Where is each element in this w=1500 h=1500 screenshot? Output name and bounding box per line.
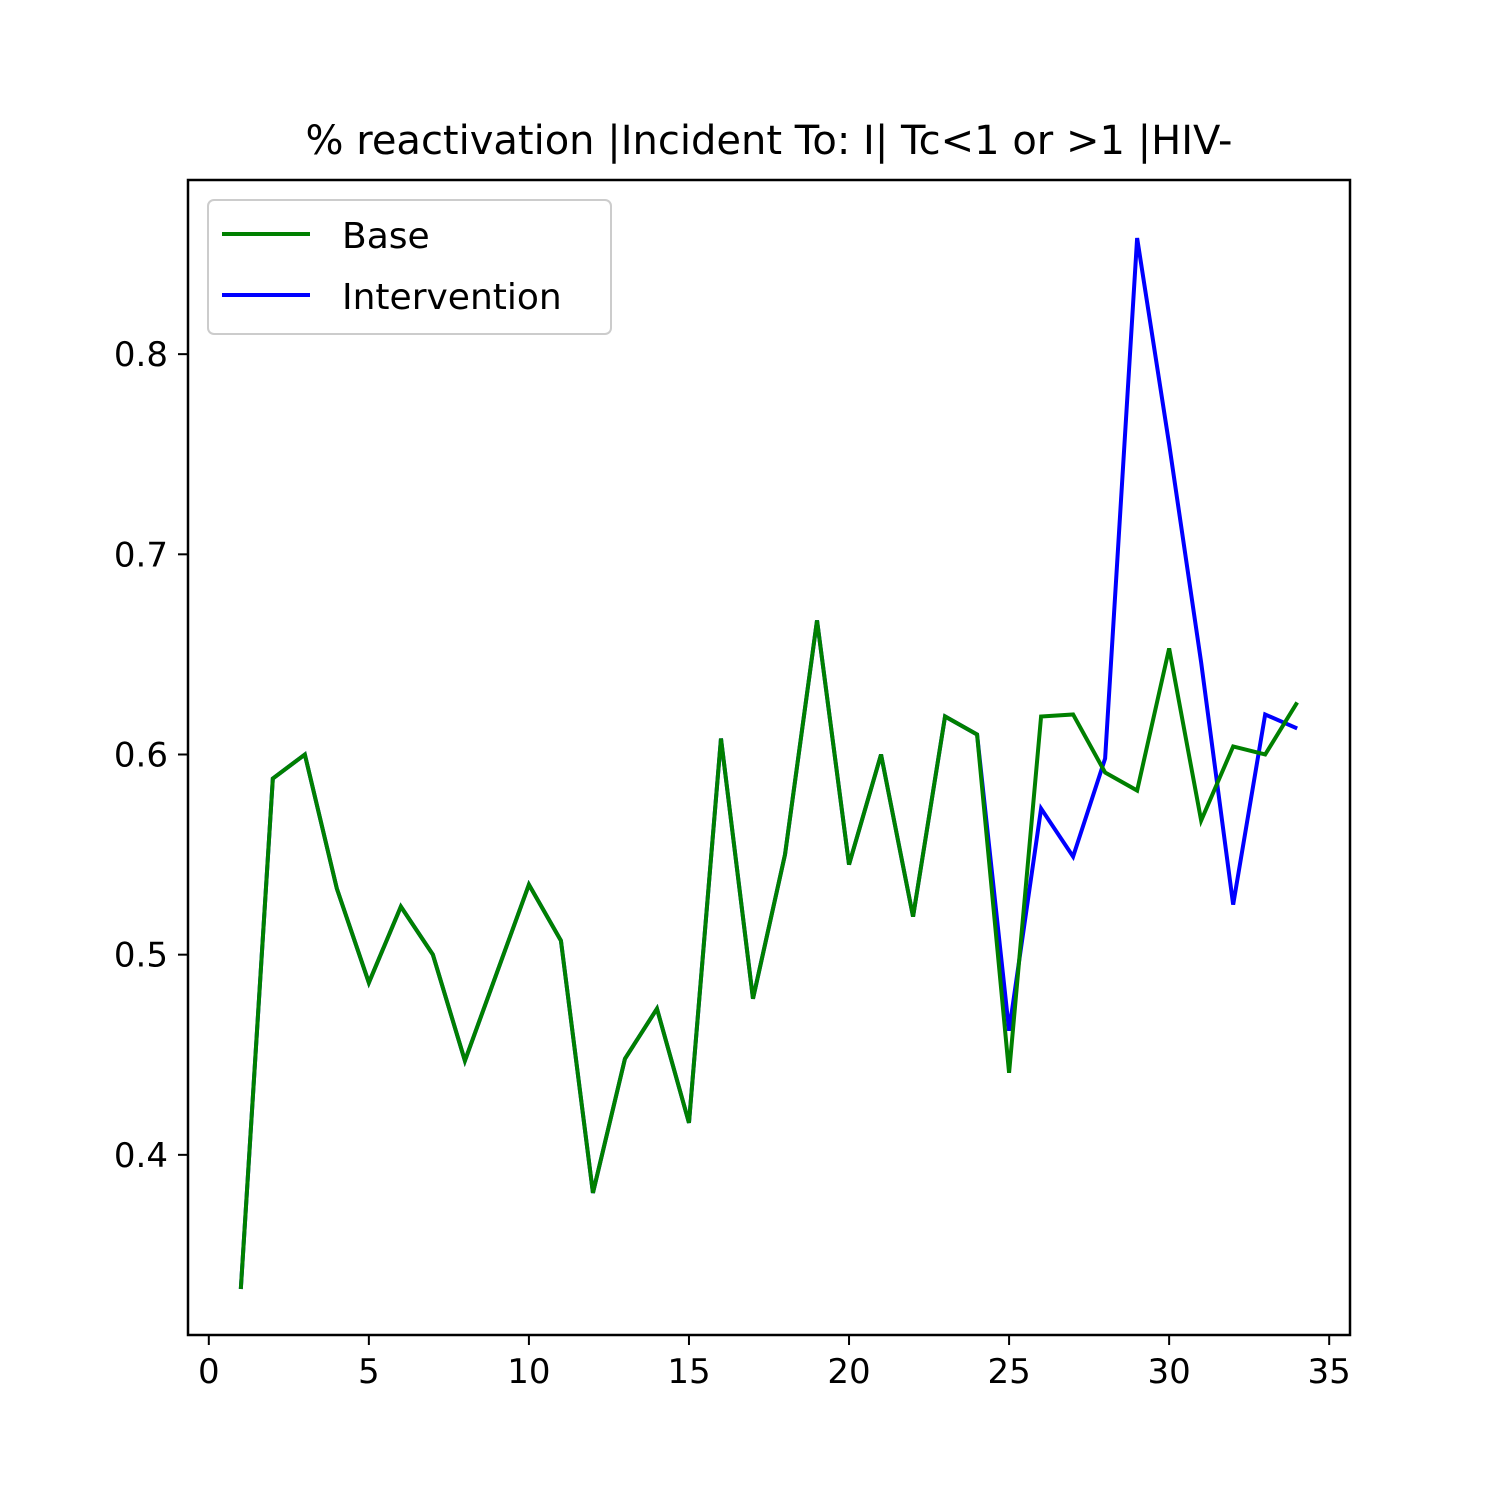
y-tick-label: 0.6: [114, 735, 168, 775]
y-axis: 0.4 0.5 0.6 0.7 0.8: [114, 335, 188, 1176]
y-tick-label: 0.4: [114, 1136, 168, 1176]
x-axis: 0 5 10 15 20 25 30 35: [198, 1335, 1351, 1392]
y-tick-label: 0.7: [114, 535, 168, 575]
x-tick-label: 20: [827, 1352, 870, 1392]
x-tick-label: 0: [198, 1352, 220, 1392]
legend-label-intervention: Intervention: [342, 277, 562, 318]
plot-frame: [186, 178, 1352, 1337]
series-line-base: [238, 620, 1299, 1290]
x-tick-label: 25: [987, 1352, 1030, 1392]
legend: Base Intervention: [207, 199, 612, 335]
y-tick-label: 0.5: [114, 936, 168, 976]
x-tick-label: 35: [1308, 1352, 1351, 1392]
x-tick-label: 30: [1148, 1352, 1191, 1392]
x-tick-label: 15: [667, 1352, 710, 1392]
chart-title: % reactivation |Incident To: I| Tc<1 or …: [306, 118, 1233, 164]
y-tick-label: 0.8: [114, 335, 168, 375]
legend-label-base: Base: [342, 216, 430, 257]
x-tick-label: 5: [358, 1352, 380, 1392]
x-tick-label: 10: [507, 1352, 550, 1392]
series-layer: [238, 237, 1299, 1290]
